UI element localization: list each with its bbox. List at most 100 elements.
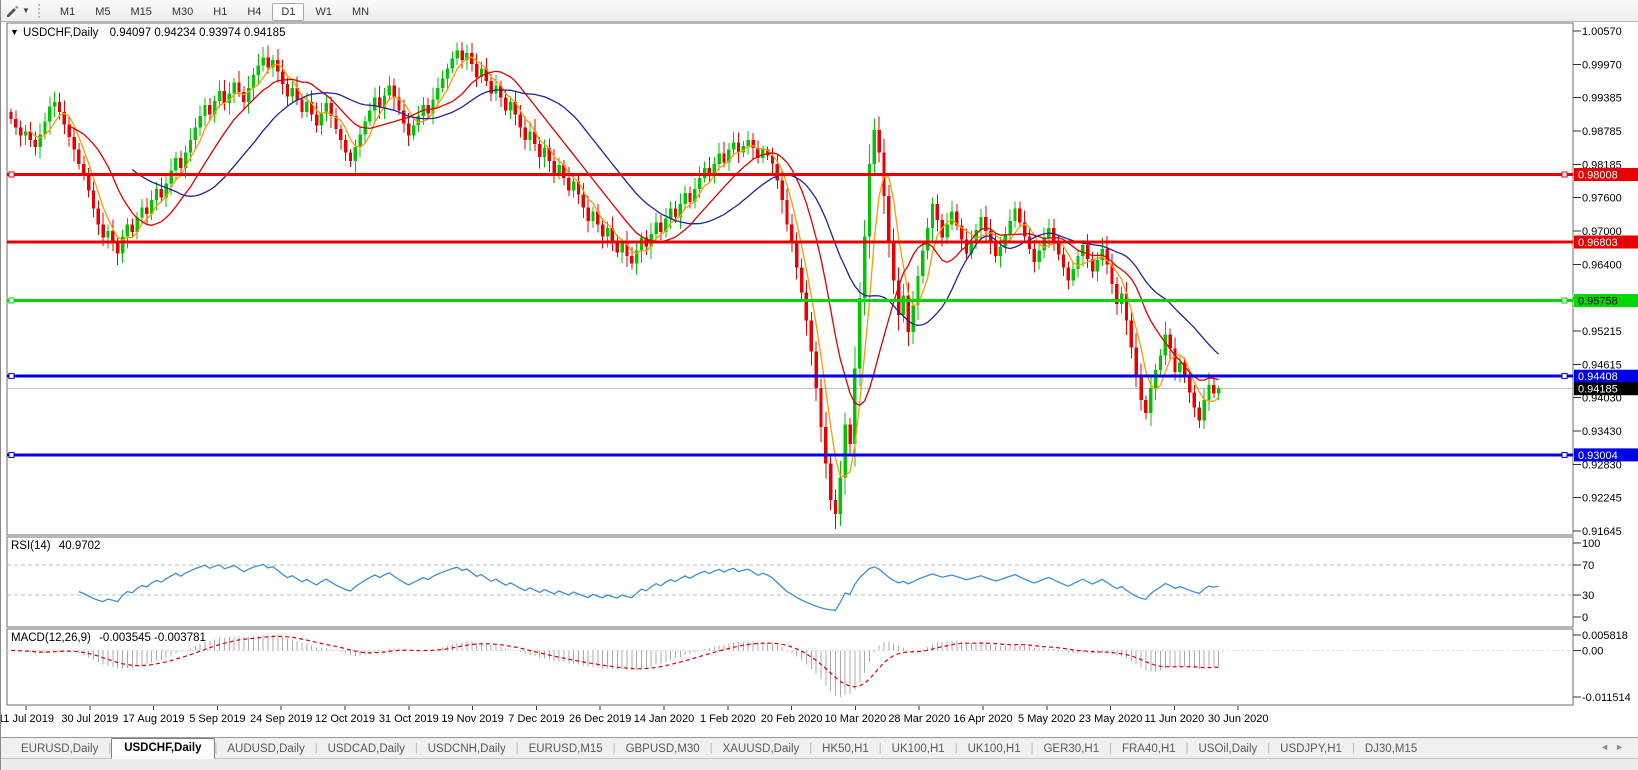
tab-separator: | — [809, 742, 813, 754]
timeframe-button-d1[interactable]: D1 — [272, 2, 305, 21]
rsi-panel — [6, 536, 1574, 628]
price-axis: 1.005700.999700.993850.987850.981850.976… — [1573, 26, 1638, 538]
tab-eurusd-daily[interactable]: EURUSD,Daily — [21, 743, 99, 755]
tab-separator: | — [1030, 742, 1034, 754]
line-handle — [8, 297, 15, 304]
chart-title-symbol: USDCHF,Daily — [23, 27, 99, 39]
tab-gbpusd-m30[interactable]: GBPUSD,M30 — [625, 743, 700, 755]
svg-text:0.94185: 0.94185 — [1578, 384, 1618, 396]
time-axis-label: 31 Oct 2019 — [379, 713, 439, 725]
svg-text:0: 0 — [1582, 612, 1588, 624]
timeframe-button-m15[interactable]: M15 — [130, 5, 152, 18]
time-axis-label: 26 Dec 2019 — [569, 713, 631, 725]
svg-text:0.95758: 0.95758 — [1578, 296, 1618, 308]
tab-usoil-daily[interactable]: USOil,Daily — [1198, 743, 1258, 755]
line-handle — [8, 451, 15, 458]
macd-panel — [6, 628, 1574, 706]
chart-area: 1.00570 0.99970 0.99385 0.98785 0.98185 0.976… — [0, 22, 1638, 737]
time-axis-label: 10 Mar 2020 — [825, 713, 887, 725]
tab-fra40-h1[interactable]: FRA40,H1 — [1121, 743, 1176, 755]
time-axis-label: 28 Mar 2020 — [888, 713, 950, 725]
timeframe-toolbar: ▼ M1 M5 M15 M30 H1 H4 D1 W1 MN — [1, 0, 1638, 22]
ma-13-line — [68, 70, 1219, 407]
time-axis[interactable]: 11 Jul 2019 30 Jul 2019 17 Aug 2019 5 Sep 2… — [0, 706, 1268, 725]
tab-uk100-h1[interactable]: UK100,H1 — [967, 743, 1021, 755]
time-axis-label: 24 Sep 2019 — [250, 713, 312, 725]
tab-audusd-daily[interactable]: AUDUSD,Daily — [227, 743, 305, 755]
svg-text:-0.011514: -0.011514 — [1582, 692, 1631, 704]
line-handle — [8, 171, 15, 178]
timeframe-button-h4[interactable]: H4 — [247, 5, 262, 18]
ma-26-line — [131, 89, 1220, 355]
tab-separator: | — [878, 742, 882, 754]
time-axis-label: 7 Dec 2019 — [508, 713, 564, 725]
tab-separator: | — [414, 742, 418, 754]
tab-hk50-h1[interactable]: HK50,H1 — [822, 743, 869, 755]
svg-text:0.91645: 0.91645 — [1582, 526, 1622, 538]
svg-text:0.00: 0.00 — [1582, 645, 1603, 657]
svg-text:0.98008: 0.98008 — [1578, 170, 1618, 182]
chevron-down-icon[interactable]: ▼ — [22, 6, 30, 15]
line-handle — [1561, 171, 1568, 178]
tab-separator: | — [1351, 742, 1355, 754]
svg-text:0.98785: 0.98785 — [1582, 126, 1622, 138]
tab-xauusd-daily[interactable]: XAUUSD,Daily — [722, 743, 800, 755]
pencil-icon — [7, 5, 19, 17]
svg-text:0.99970: 0.99970 — [1582, 60, 1622, 72]
tab-separator: | — [1267, 742, 1271, 754]
svg-text:0.93004: 0.93004 — [1578, 450, 1618, 462]
symbol-dropdown-icon[interactable]: ▼ — [10, 27, 19, 37]
chart-tabs: EURUSD,Daily | USDCHF,Daily | AUDUSD,Daily | U… — [11, 738, 1427, 759]
timeframe-button-m5[interactable]: M5 — [95, 5, 111, 18]
status-strip — [1, 758, 1638, 770]
tab-scroll-right-icon[interactable]: ► — [1615, 742, 1630, 752]
drawing-tool-icon[interactable] — [3, 3, 21, 19]
tab-separator: | — [314, 742, 318, 754]
chart-title: USDCHF,Daily 0.94097 0.94234 0.93974 0.9… — [23, 27, 285, 39]
tab-scroll-left-icon[interactable]: ◄ — [1600, 742, 1616, 752]
svg-text:0.95215: 0.95215 — [1582, 326, 1622, 338]
tab-usdjpy-h1[interactable]: USDJPY,H1 — [1280, 743, 1342, 755]
tab-separator: | — [108, 742, 112, 754]
timeframe-button-w1[interactable]: W1 — [315, 5, 332, 18]
time-axis-label: 5 May 2020 — [1018, 713, 1075, 725]
tab-separator: | — [1185, 742, 1189, 754]
candlestick-series — [9, 41, 1221, 530]
tab-scroll-arrows: ◄► — [1600, 742, 1630, 752]
svg-text:0.93430: 0.93430 — [1582, 426, 1622, 438]
timeframe-button-m30[interactable]: M30 — [171, 5, 194, 18]
tab-separator: | — [515, 742, 519, 754]
tab-usdcad-daily[interactable]: USDCAD,Daily — [327, 743, 405, 755]
macd-name: MACD(12,26,9) — [11, 632, 91, 644]
line-handle — [1561, 451, 1568, 458]
price-chart-svg[interactable]: 1.005700.999700.993850.987850.981850.976… — [0, 22, 1638, 737]
svg-text:0.005818: 0.005818 — [1582, 630, 1628, 642]
rsi-line — [78, 563, 1219, 611]
tab-eurusd-m15[interactable]: EURUSD,M15 — [528, 743, 603, 755]
time-axis-label: 11 Jun 2020 — [1145, 713, 1205, 725]
rsi-value: 40.9702 — [59, 540, 101, 552]
time-axis-label: 17 Aug 2019 — [123, 713, 185, 725]
tab-ger30-h1[interactable]: GER30,H1 — [1043, 743, 1100, 755]
tab-usdcnh-daily[interactable]: USDCNH,Daily — [427, 743, 506, 755]
svg-text:0.92245: 0.92245 — [1582, 492, 1622, 504]
line-handle — [1561, 297, 1568, 304]
macd-values: -0.003545 -0.003781 — [99, 632, 206, 644]
timeframe-button-h1[interactable]: H1 — [213, 5, 228, 18]
svg-text:0.94030: 0.94030 — [1582, 392, 1622, 404]
macd-indicator: 0.005818 0.00 -0.011514 — [7, 630, 1631, 704]
svg-text:1.00570: 1.00570 — [1582, 26, 1622, 38]
line-handle — [8, 373, 15, 380]
tab-uk100-h1[interactable]: UK100,H1 — [891, 743, 945, 755]
tab-dj30-m15[interactable]: DJ30,M15 — [1364, 743, 1418, 755]
tab-usdchf-daily[interactable]: USDCHF,Daily — [111, 738, 215, 759]
horizontal-level-lines[interactable] — [7, 171, 1573, 458]
svg-text:0.97000: 0.97000 — [1582, 226, 1622, 238]
timeframe-button-mn[interactable]: MN — [351, 5, 370, 18]
timeframe-button-m1[interactable]: M1 — [59, 5, 76, 18]
svg-text:0.97600: 0.97600 — [1582, 192, 1622, 204]
time-axis-label: 16 Apr 2020 — [953, 713, 1012, 725]
tab-separator: | — [1109, 742, 1112, 754]
svg-text:0.96400: 0.96400 — [1582, 260, 1622, 272]
